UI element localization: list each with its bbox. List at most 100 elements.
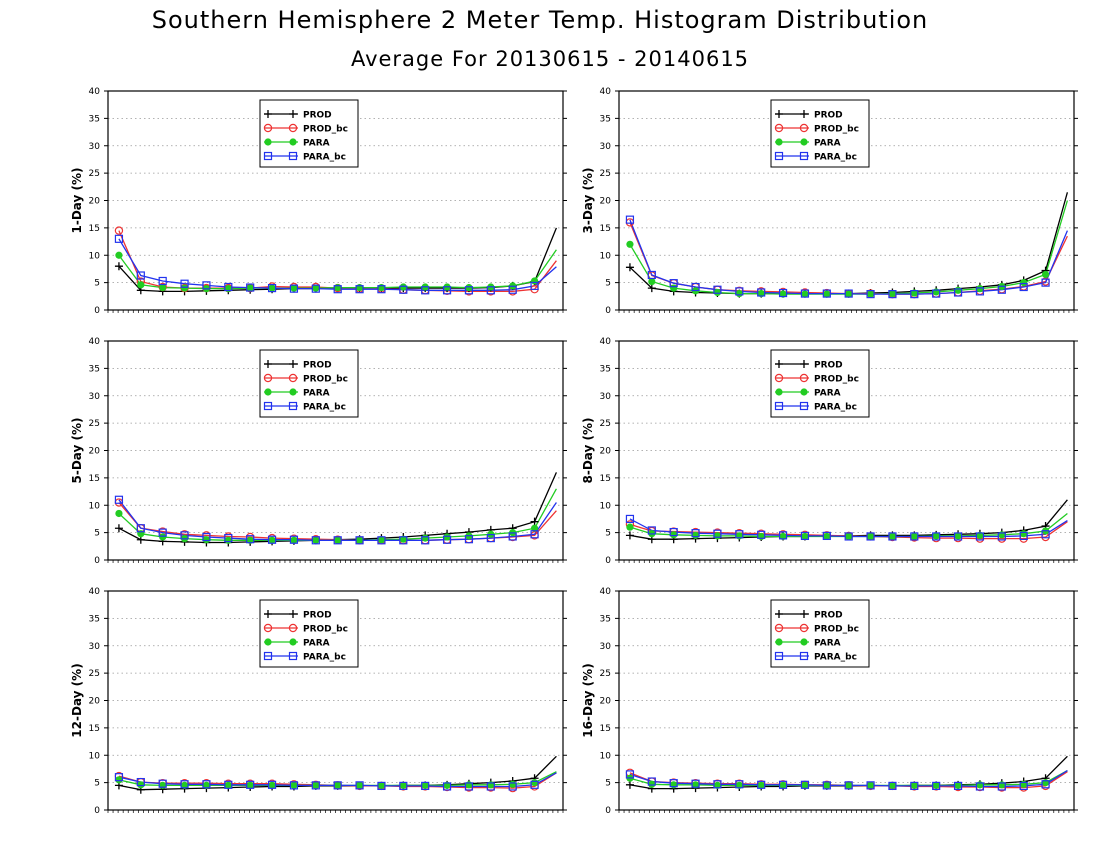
data-point-PARA [823,532,831,541]
data-point-PARA [866,781,875,789]
data-point-PARA [246,284,254,292]
data-point-PARA_bc [530,780,539,789]
y-tick-label: 5 [605,529,611,539]
legend-marker [775,360,783,368]
data-point-PARA_bc [246,535,255,544]
data-point-PARA [888,532,897,541]
data-point-PARA [355,283,364,292]
y-tick-label: 5 [94,279,100,289]
data-point-PARA_bc [333,285,342,294]
data-point-PARA [530,779,539,787]
legend-entry: PARA [303,639,330,649]
data-point-PARA_bc [180,531,189,540]
data-point-PROD [530,517,539,526]
data-point-PARA [954,532,962,540]
data-point-PARA [998,531,1006,539]
y-tick-label: 0 [605,806,611,816]
data-point-PARA_bc [289,781,299,790]
y-tick-label: 20 [600,447,612,457]
data-point-PARA [530,277,539,285]
data-point-PARA_bc [1019,781,1028,791]
y-tick-label: 15 [89,474,100,484]
y-tick-label: 15 [600,224,611,234]
data-point-PARA_bc [180,279,189,288]
data-point-PARA_bc [333,781,342,790]
data-point-PARA [823,781,831,789]
legend-entry: PARA [303,389,330,399]
legend-marker [799,623,809,633]
data-point-PARA [670,284,678,292]
legend-marker [289,138,297,146]
legend-marker [264,360,272,368]
data-point-PARA_bc [647,526,656,535]
data-point-PARA [290,781,298,789]
data-point-PARA_bc [486,286,495,295]
y-tick-label: 30 [600,642,612,652]
legend-marker [799,151,809,161]
plot-panel-4: 0 5 10 15 20 25 30 35 40 8-Day (%) PROD PROD_bc PARA… [581,337,1078,566]
chart-title: Southern Hemisphere 2 Meter Temp. Histog… [151,6,929,34]
legend: PROD PROD_bc PARA PARA_bc [259,349,359,418]
legend-entry: PROD [303,361,332,371]
data-point-PARA_bc [997,285,1006,294]
data-point-PARA [137,781,145,789]
data-point-PARA [1020,279,1028,287]
data-point-PARA [268,781,276,789]
legend-marker [775,110,783,118]
data-point-PARA_bc [778,288,788,298]
data-point-PARA_bc [508,532,517,541]
legend-marker [264,388,272,396]
y-tick-label: 25 [600,169,611,179]
data-point-PARA [399,283,407,291]
data-point-PARA_bc [713,780,722,789]
legend-marker [800,360,808,368]
y-tick-label: 35 [600,614,611,624]
y-tick-label: 40 [89,87,101,97]
legend-entry: PARA_bc [303,153,346,163]
data-point-PARA [670,781,678,789]
data-point-PARA_bc [735,780,744,789]
data-point-PARA [115,251,123,259]
legend: PROD PROD_bc PARA PARA_bc [770,349,870,418]
data-point-PARA [932,781,940,789]
legend-marker [800,110,808,118]
data-point-PARA_bc [464,535,474,544]
data-point-PARA_bc [399,536,408,545]
data-point-PARA [845,532,853,541]
y-tick-label: 0 [94,556,100,566]
data-point-PARA_bc [800,531,810,541]
legend-marker [800,638,808,646]
data-point-PARA [713,781,722,789]
data-point-PARA_bc [713,285,722,294]
data-point-PARA_bc [508,285,517,294]
y-tick-label: 40 [89,587,101,597]
legend-marker [774,623,784,633]
y-tick-label: 35 [89,364,100,374]
y-axis-label: 12-Day (%) [70,663,84,737]
data-point-PARA [290,284,298,292]
legend-marker [800,388,808,396]
data-point-PARA [377,536,386,544]
y-tick-label: 35 [600,364,611,374]
data-point-PARA_bc [866,781,875,790]
data-point-PARA [399,535,407,543]
data-point-PARA [399,781,407,789]
y-axis-label: 3-Day (%) [581,167,595,233]
legend-box [770,349,870,418]
data-point-PARA [180,284,189,292]
y-tick-label: 20 [89,197,101,207]
data-point-PARA [465,283,473,292]
data-point-PARA [443,533,451,541]
y-tick-label: 10 [89,501,101,511]
plot-frame [107,340,564,561]
data-point-PARA_bc [888,532,897,541]
y-tick-label: 30 [89,142,101,152]
data-point-PARA [312,284,320,292]
plot-frame [618,590,1075,811]
legend-entry: PROD [814,361,843,371]
legend-marker [288,151,298,161]
data-point-PARA [202,536,211,544]
data-point-PARA_bc [267,284,277,293]
data-point-PARA_bc [311,536,320,545]
data-point-PARA [530,524,539,532]
